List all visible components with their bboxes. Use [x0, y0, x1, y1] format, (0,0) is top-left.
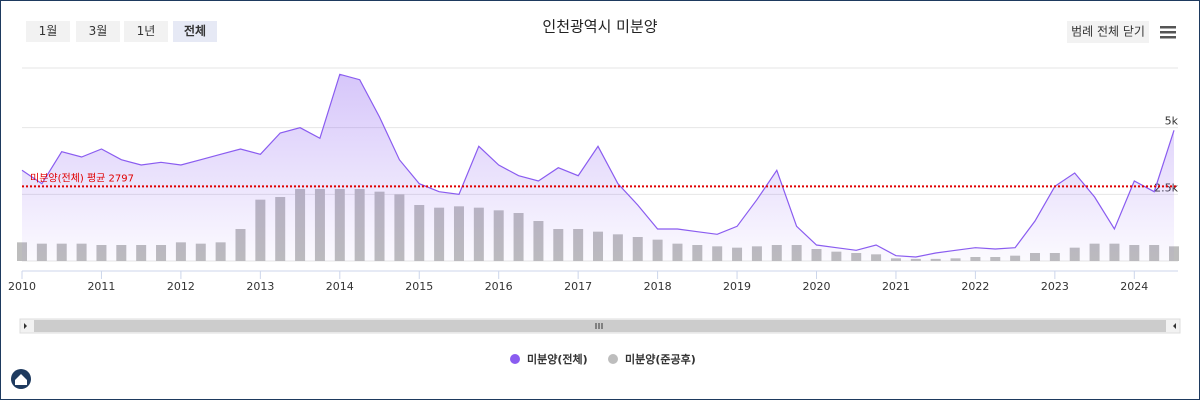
range-button[interactable] — [26, 21, 70, 42]
x-tick-label: 2024 — [1120, 280, 1148, 293]
range-button-label[interactable]: 1년 — [137, 24, 156, 38]
range-button-label[interactable]: 3월 — [89, 24, 108, 38]
legend-label[interactable]: 미분양(준공후) — [625, 352, 696, 366]
logo[interactable] — [11, 369, 31, 389]
x-tick-label: 2011 — [87, 280, 115, 293]
bar — [1169, 246, 1180, 261]
x-tick-label: 2022 — [961, 280, 989, 293]
scrollbar[interactable] — [19, 318, 1181, 334]
area — [22, 74, 1175, 261]
x-tick-label: 2021 — [882, 280, 910, 293]
range-button[interactable] — [173, 21, 217, 42]
menu-icon[interactable] — [1160, 26, 1176, 39]
x-tick-label: 2013 — [246, 280, 274, 293]
legend-toggle-button[interactable] — [1067, 21, 1149, 43]
legend-marker[interactable] — [510, 354, 520, 364]
range-button[interactable] — [124, 21, 168, 42]
legend-toggle-label[interactable]: 범례 전체 닫기 — [1071, 25, 1145, 39]
x-tick-label: 2019 — [723, 280, 751, 293]
x-tick-label: 2017 — [564, 280, 592, 293]
legend-marker[interactable] — [608, 354, 618, 364]
x-tick-label: 2015 — [405, 280, 433, 293]
x-tick-label: 2010 — [8, 280, 36, 293]
y-tick-label: 5k — [1165, 115, 1179, 128]
average-label: 미분양(전체) 평균 2797 — [30, 172, 134, 184]
x-tick-label: 2018 — [644, 280, 672, 293]
x-tick-label: 2014 — [326, 280, 354, 293]
x-tick-label: 2016 — [485, 280, 513, 293]
x-tick-label: 2012 — [167, 280, 195, 293]
legend-label[interactable]: 미분양(전체) — [527, 352, 588, 366]
line — [21, 73, 1175, 258]
chart-title: 인천광역시 미분양 — [542, 18, 657, 36]
x-tick-label: 2023 — [1041, 280, 1069, 293]
range-button-label[interactable]: 1월 — [39, 24, 58, 38]
range-button[interactable] — [76, 21, 120, 42]
range-button-label[interactable]: 전체 — [184, 23, 206, 38]
x-tick-label: 2020 — [803, 280, 831, 293]
